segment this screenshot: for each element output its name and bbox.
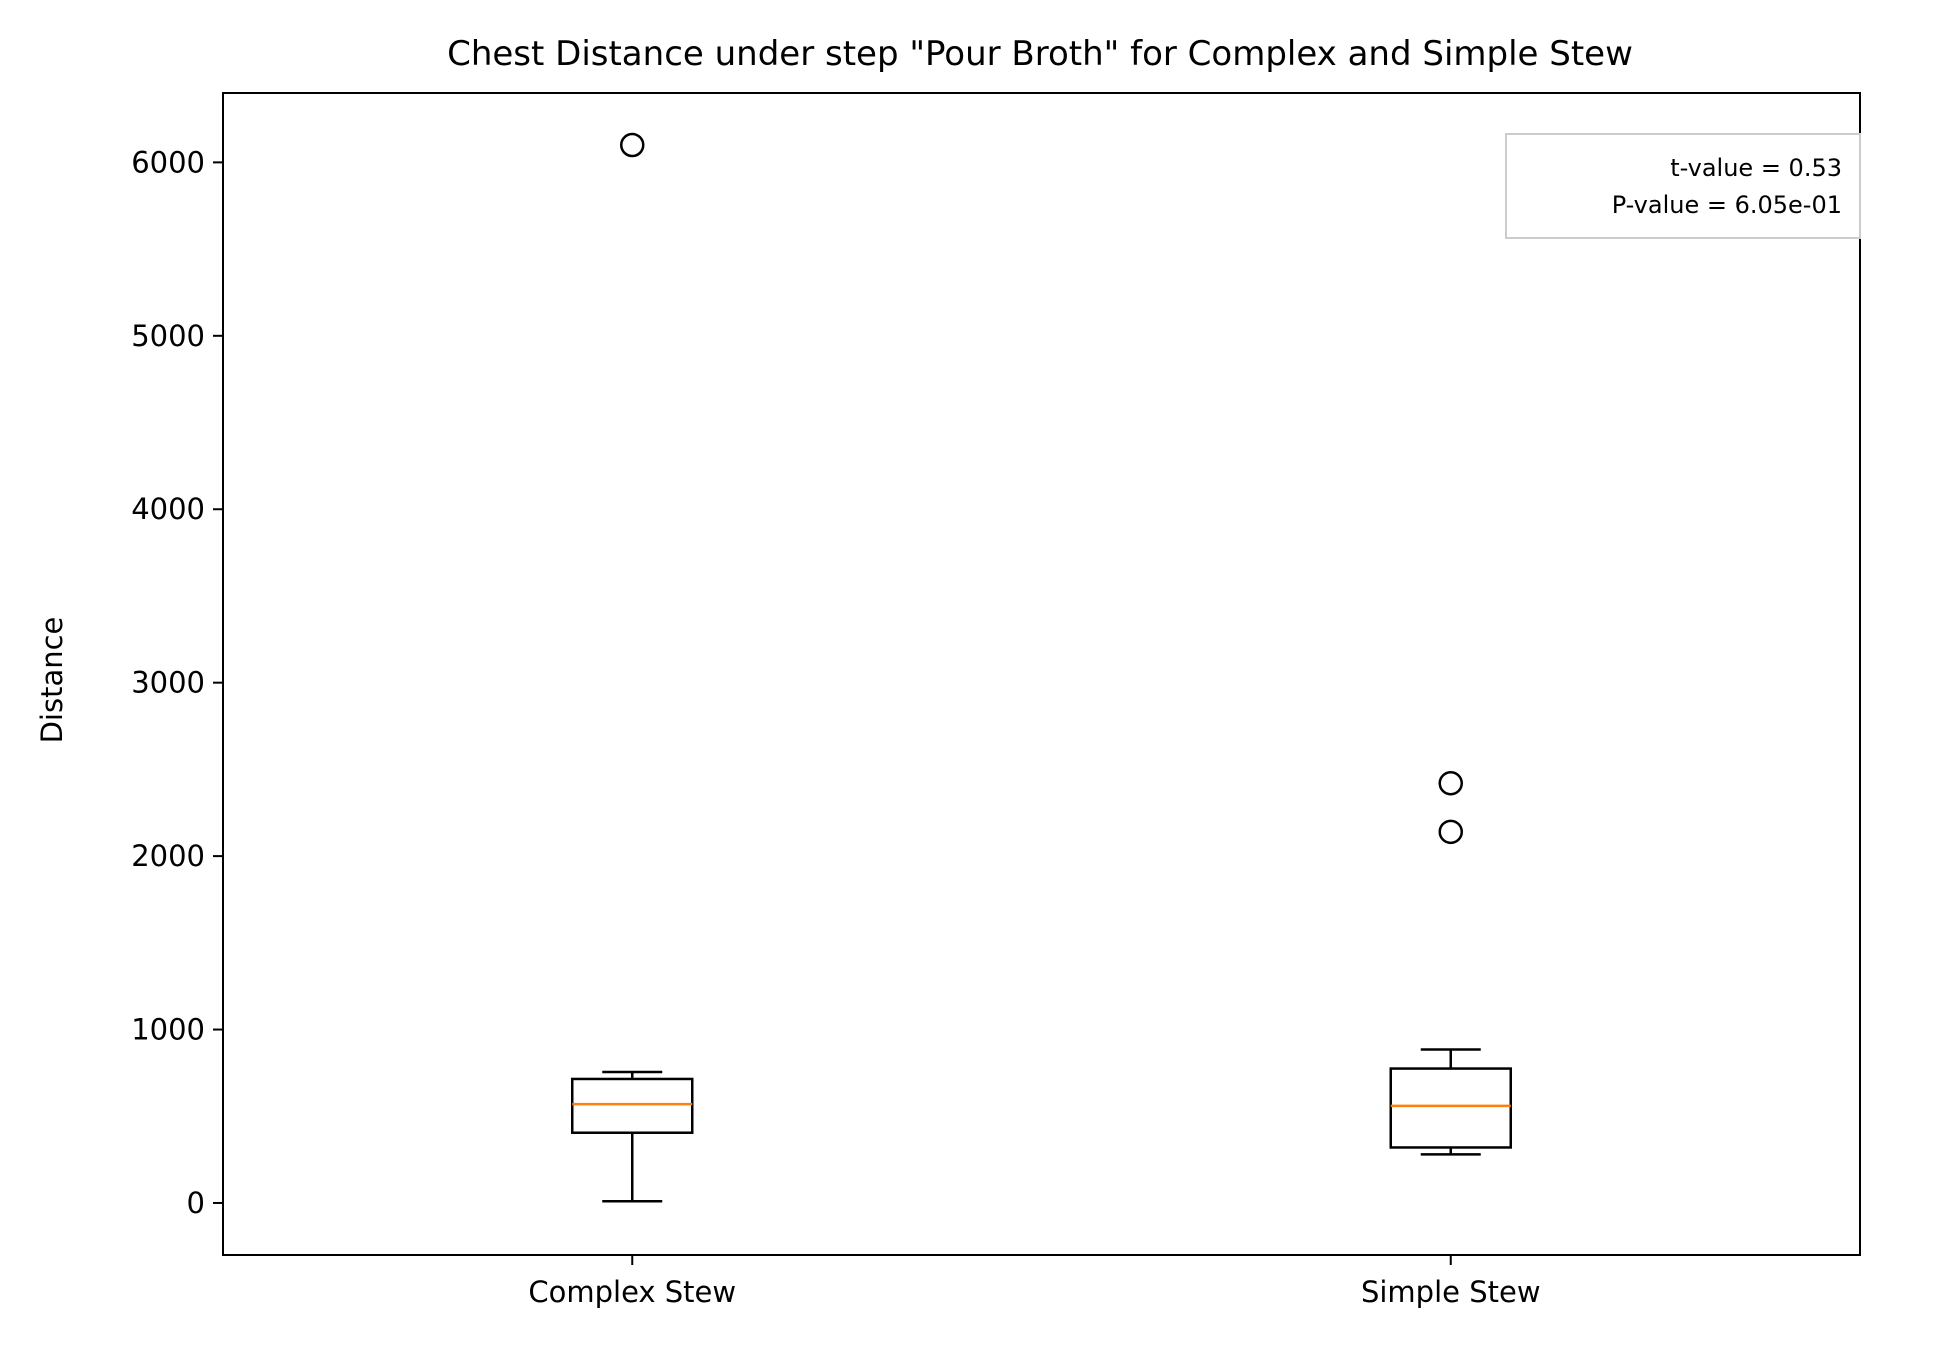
y-tick-label: 6000: [131, 145, 205, 179]
box-plots: [571, 132, 1512, 1203]
y-tick-label: 3000: [131, 666, 205, 700]
y-axis-label: Distance: [35, 617, 69, 744]
p-value-text: P-value = 6.05e-01: [1612, 191, 1842, 219]
y-tick-label: 4000: [131, 492, 205, 526]
y-axis-ticks: 0 1000 2000 3000 4000 5000 6000: [131, 145, 223, 1220]
x-tick-label: Complex Stew: [528, 1275, 736, 1309]
plot-frame: [222, 92, 1861, 1256]
y-tick-label: 1000: [131, 1013, 205, 1047]
y-tick-label: 5000: [131, 319, 205, 353]
stats-annotation: t-value = 0.53 P-value = 6.05e-01: [1505, 133, 1861, 239]
box-plot-2: [1389, 771, 1512, 1156]
x-tick-label: Simple Stew: [1361, 1275, 1541, 1309]
box-plot-1: [571, 132, 694, 1203]
outlier-point: [620, 132, 645, 158]
chart-title: Chest Distance under step "Pour Broth" f…: [447, 34, 1633, 74]
iqr-box: [1389, 1067, 1512, 1149]
outlier-point: [1438, 771, 1463, 796]
stats-annotation-box: [1505, 133, 1861, 239]
t-value-text: t-value = 0.53: [1670, 154, 1842, 182]
y-tick-label: 2000: [131, 839, 205, 873]
outlier-point: [1438, 819, 1463, 845]
iqr-box: [571, 1077, 694, 1134]
y-tick-label: 0: [187, 1186, 205, 1220]
x-axis-ticks: Complex Stew Simple Stew: [528, 1255, 1541, 1309]
